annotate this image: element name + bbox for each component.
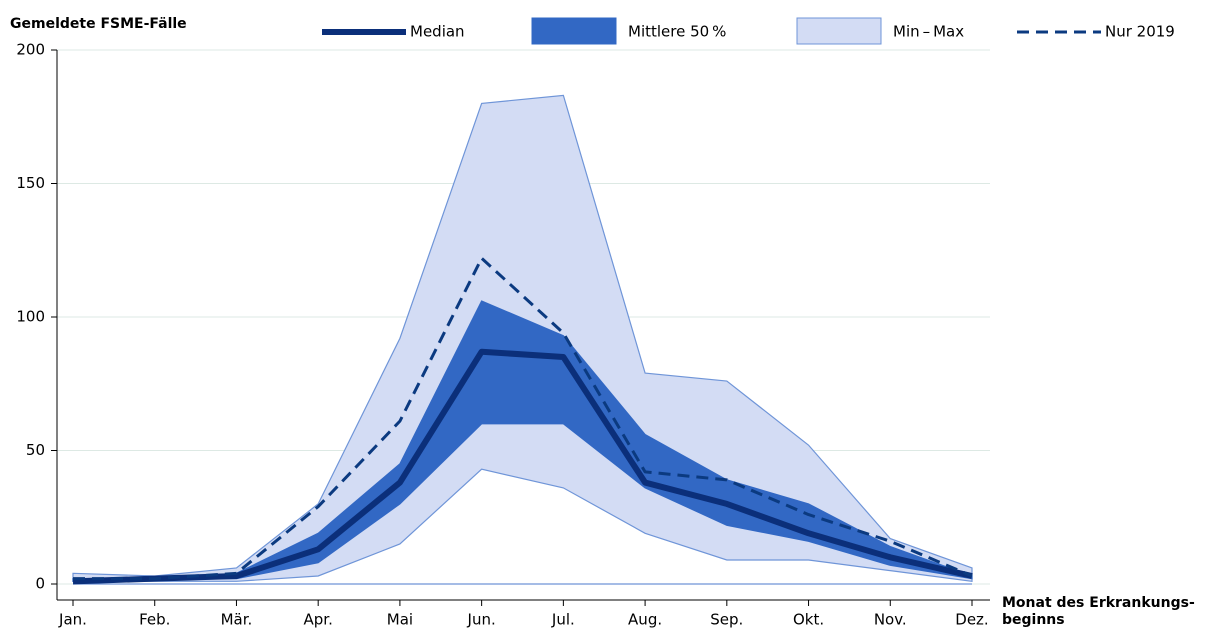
x-axis-label: Monat des Erkrankungs-	[1002, 595, 1195, 611]
series-line	[72, 348, 973, 585]
x-tick-label: Nov.	[874, 611, 907, 629]
legend-label: Mittlere 50 %	[628, 23, 726, 41]
x-tick-label: Jul.	[551, 611, 575, 629]
legend-bg	[316, 6, 1206, 46]
y-tick-label: 50	[26, 441, 45, 459]
x-tick-label: Apr.	[304, 611, 333, 629]
x-tick-label: Aug.	[628, 611, 662, 629]
y-tick-label: 200	[16, 41, 45, 59]
x-tick-label: Jan.	[58, 611, 87, 629]
x-tick-label: Feb.	[139, 611, 170, 629]
legend-label: Nur 2019	[1105, 23, 1175, 41]
x-tick-label: Mär.	[221, 611, 253, 629]
legend-swatch	[796, 17, 882, 45]
y-tick-label: 0	[35, 575, 45, 593]
chart-title: Gemeldete FSME-Fälle	[10, 16, 187, 32]
x-tick-label: Okt.	[793, 611, 824, 629]
x-tick-label: Dez.	[955, 611, 988, 629]
legend-label: Median	[410, 23, 465, 41]
x-tick-label: Mai	[387, 611, 413, 629]
legend-label: Min – Max	[893, 23, 964, 41]
series-line	[73, 256, 973, 581]
x-axis-label: beginns	[1002, 612, 1065, 628]
x-tick-label: Sep.	[710, 611, 743, 629]
x-tick-label: Jun.	[467, 611, 496, 629]
legend-swatch	[531, 17, 617, 45]
y-tick-label: 100	[16, 308, 45, 326]
y-tick-label: 150	[16, 174, 45, 192]
